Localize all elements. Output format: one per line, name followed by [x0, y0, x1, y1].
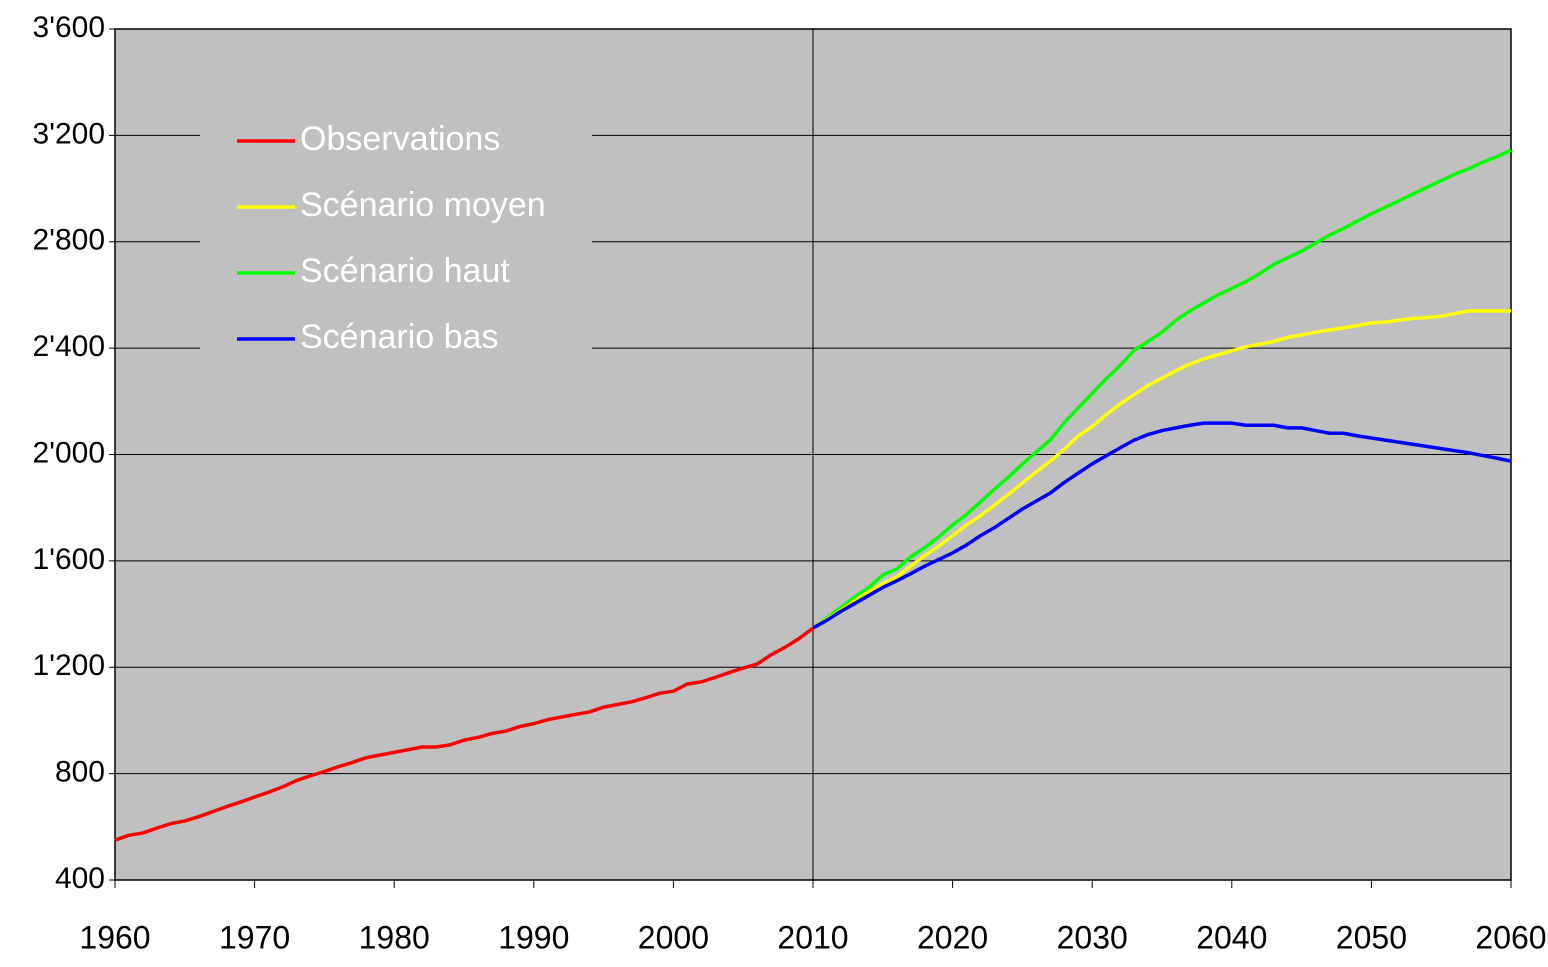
- y-tick-label: 3'200: [33, 117, 105, 150]
- x-tick-label: 2020: [917, 919, 988, 955]
- series-line: [114, 626, 815, 842]
- x-tick-label: 1980: [359, 919, 430, 955]
- x-tick-label: 2010: [777, 919, 848, 955]
- y-tick-label: 400: [55, 862, 105, 895]
- legend-label: Scénario bas: [300, 318, 498, 356]
- x-tick-label: 1960: [79, 919, 150, 955]
- x-tick-label: 2030: [1057, 919, 1128, 955]
- x-tick-label: 1990: [498, 919, 569, 955]
- legend-background: [200, 108, 592, 372]
- series-line: [812, 309, 1511, 630]
- series-line: [812, 421, 1512, 630]
- legend-label: Observations: [300, 120, 500, 158]
- y-tick-label: 800: [55, 756, 105, 789]
- x-tick-label: 2060: [1475, 919, 1546, 955]
- x-tick-label: 2040: [1196, 919, 1267, 955]
- x-tick-label: 1970: [219, 919, 290, 955]
- y-tick-label: 2'400: [33, 330, 105, 363]
- x-tick-label: 2000: [638, 919, 709, 955]
- y-tick-label: 1'600: [33, 543, 105, 576]
- y-tick-label: 1'200: [33, 649, 105, 682]
- y-tick-label: 2'000: [33, 436, 105, 469]
- legend-label: Scénario haut: [300, 252, 510, 290]
- x-tick-label: 2050: [1336, 919, 1407, 955]
- legend-label: Scénario moyen: [300, 186, 546, 224]
- series-line: [811, 148, 1512, 630]
- plot-border: [114, 28, 1512, 881]
- y-tick-label: 3'600: [33, 11, 105, 44]
- y-tick-label: 2'800: [33, 224, 105, 257]
